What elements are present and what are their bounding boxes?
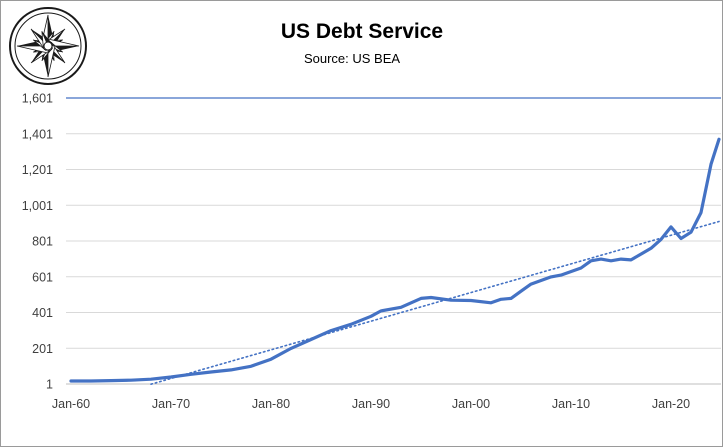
y-tick-label: 1,201 — [22, 163, 53, 177]
y-tick-label: 1,601 — [22, 92, 53, 106]
trendline — [150, 220, 720, 386]
chart-title: US Debt Service — [281, 20, 443, 43]
y-tick-label: 1 — [46, 378, 53, 392]
series-layer — [69, 137, 721, 386]
x-tick-label: Jan-70 — [152, 397, 190, 411]
y-tick-label: 601 — [32, 270, 53, 284]
x-tick-label: Jan-60 — [52, 397, 90, 411]
x-axis-ticks: Jan-60 Jan-70 Jan-80 Jan-90 Jan-00 Jan-10 Jan-… — [52, 397, 690, 411]
compass-rose-logo — [9, 7, 87, 85]
gridlines — [66, 133, 721, 349]
x-tick-label: Jan-20 — [652, 397, 690, 411]
x-tick-label: Jan-90 — [352, 397, 390, 411]
x-tick-label: Jan-10 — [552, 397, 590, 411]
y-tick-label: 1,001 — [22, 199, 53, 213]
x-tick-label: Jan-80 — [252, 397, 290, 411]
series-line — [69, 137, 721, 383]
chart-subtitle: Source: US BEA — [304, 51, 400, 66]
x-tick-label: Jan-00 — [452, 397, 490, 411]
y-tick-label: 801 — [32, 235, 53, 249]
y-tick-label: 1,401 — [22, 127, 53, 141]
y-axis-ticks: 1 201 401 601 801 1,001 1,201 1,401 1,601 — [22, 92, 53, 392]
y-tick-label: 401 — [32, 306, 53, 320]
y-tick-label: 201 — [32, 342, 53, 356]
